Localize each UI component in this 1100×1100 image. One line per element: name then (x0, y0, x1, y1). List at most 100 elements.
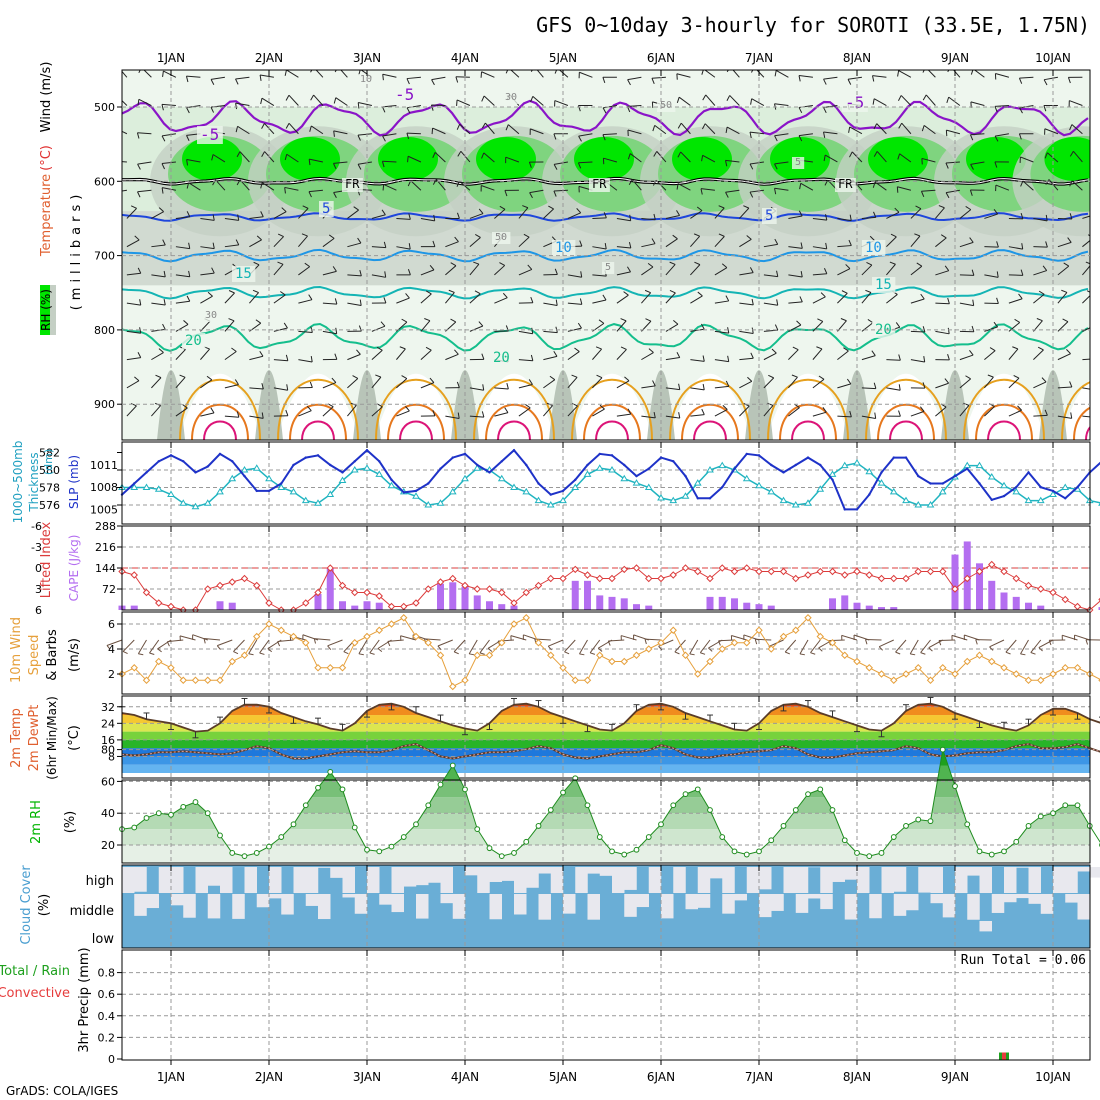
wind-barb (406, 132, 421, 135)
wind10-barb-flag (216, 645, 221, 650)
slp-point (684, 474, 687, 478)
wind-barb-flag (450, 262, 457, 267)
wind-barb-flag (574, 347, 580, 352)
wind10-barb (755, 638, 772, 641)
wind-barb-flag (481, 411, 485, 418)
li-point (302, 599, 310, 607)
wind-barb (543, 208, 554, 219)
wind-barb-flag (235, 78, 239, 85)
wind-barb-flag (285, 94, 290, 101)
wind10-point (1024, 676, 1033, 684)
wind-barb-flag (281, 207, 287, 213)
footer-credit: GrADS: COLA/IGES (6, 1084, 118, 1098)
wind-barb-flag (382, 184, 385, 191)
li-point (865, 571, 873, 579)
wind-barb-flag (1069, 213, 1073, 220)
wind-barb (567, 327, 582, 332)
wind-barb-flag (897, 70, 900, 77)
wind-barb (469, 263, 480, 276)
contour-15 (122, 285, 1089, 300)
wind-barb-flag (820, 292, 826, 298)
thickness-point (938, 487, 947, 495)
dry-dome (178, 373, 262, 440)
slp-point (182, 460, 185, 463)
dry-dome (668, 373, 752, 440)
contour-label-bg (392, 86, 418, 104)
wind10-point (645, 645, 653, 653)
wind-barb-flag (210, 407, 215, 414)
wind-barb-flag (255, 319, 262, 324)
cloud-block (795, 867, 809, 893)
cloud-block (330, 867, 343, 878)
wind10-point (816, 632, 824, 641)
rh-blob-green (1044, 137, 1090, 182)
cape-bar (633, 604, 640, 610)
bottom-day-label: 4JAN (451, 1070, 479, 1084)
slp-point (231, 460, 234, 463)
wind-barb (886, 359, 901, 361)
cape-bar (767, 605, 775, 610)
thickness-point (595, 464, 604, 471)
li-point (204, 585, 212, 593)
wind-barb-flag (376, 346, 383, 351)
slp-point (941, 482, 944, 485)
wind-barb (1082, 387, 1090, 390)
wind-barb (1022, 180, 1034, 191)
cloud-block (599, 867, 613, 876)
wind-barb-flag (647, 263, 654, 268)
cloud-block (624, 867, 637, 890)
wind-barb (261, 97, 275, 106)
wind-barb-flag (211, 154, 214, 161)
wind-barb (431, 76, 446, 81)
thickness-tick-label: 576 (39, 499, 60, 512)
wind-barb (469, 293, 481, 304)
wind-barb-flag (823, 154, 826, 162)
wind-barb-flag (749, 131, 752, 139)
warm-contour (1085, 426, 1090, 440)
wind-barb (1057, 241, 1072, 248)
wind-barb-flag (1066, 349, 1071, 355)
wind10-point (669, 626, 677, 634)
slp-point (708, 497, 712, 500)
wind-barb-flag (554, 268, 558, 275)
wind-barb (273, 294, 286, 304)
cape-bar (314, 593, 322, 610)
wind-barb-flag (897, 95, 902, 101)
wind10-barb-flag (928, 647, 933, 652)
wind-barb-flag (530, 354, 534, 361)
wind-barb (592, 217, 607, 219)
wind-barb-flag (915, 205, 922, 210)
wind-barb (536, 70, 544, 78)
wind-barb (984, 274, 999, 278)
wind-barb-flag (163, 299, 166, 306)
wind-barb-flag (553, 190, 557, 197)
wind-barb (616, 246, 631, 249)
cloud-block (648, 867, 662, 893)
warm-contour (485, 403, 543, 440)
wind-barb (861, 322, 874, 332)
thickness-point (436, 499, 445, 506)
temp-band (122, 756, 1090, 765)
rh2m-point (241, 853, 248, 860)
rh2m-point (964, 821, 971, 828)
wind-barb-flag (505, 70, 509, 74)
wind-barb (309, 158, 324, 163)
thickness-point (142, 483, 151, 490)
wind-barb (1044, 76, 1058, 81)
wind10-point (1061, 664, 1069, 672)
wind-barb-flag (1094, 353, 1096, 359)
wind10-barb-flag (910, 653, 916, 656)
rh2m-point (682, 791, 689, 798)
wind-barb (861, 264, 873, 276)
thickness-point (608, 466, 616, 473)
wind-barb (420, 320, 431, 332)
wind-barb-flag (334, 70, 337, 73)
wind-barb (798, 133, 813, 137)
cloud-block (465, 867, 478, 876)
temp2m-label-2: 2m DewPt (27, 705, 42, 772)
wind10-point (167, 664, 175, 672)
wind-barb-flag (798, 210, 803, 217)
wind-barb-flag (725, 295, 730, 302)
wind-barb (654, 124, 667, 135)
wind-barb-flag (308, 191, 312, 198)
